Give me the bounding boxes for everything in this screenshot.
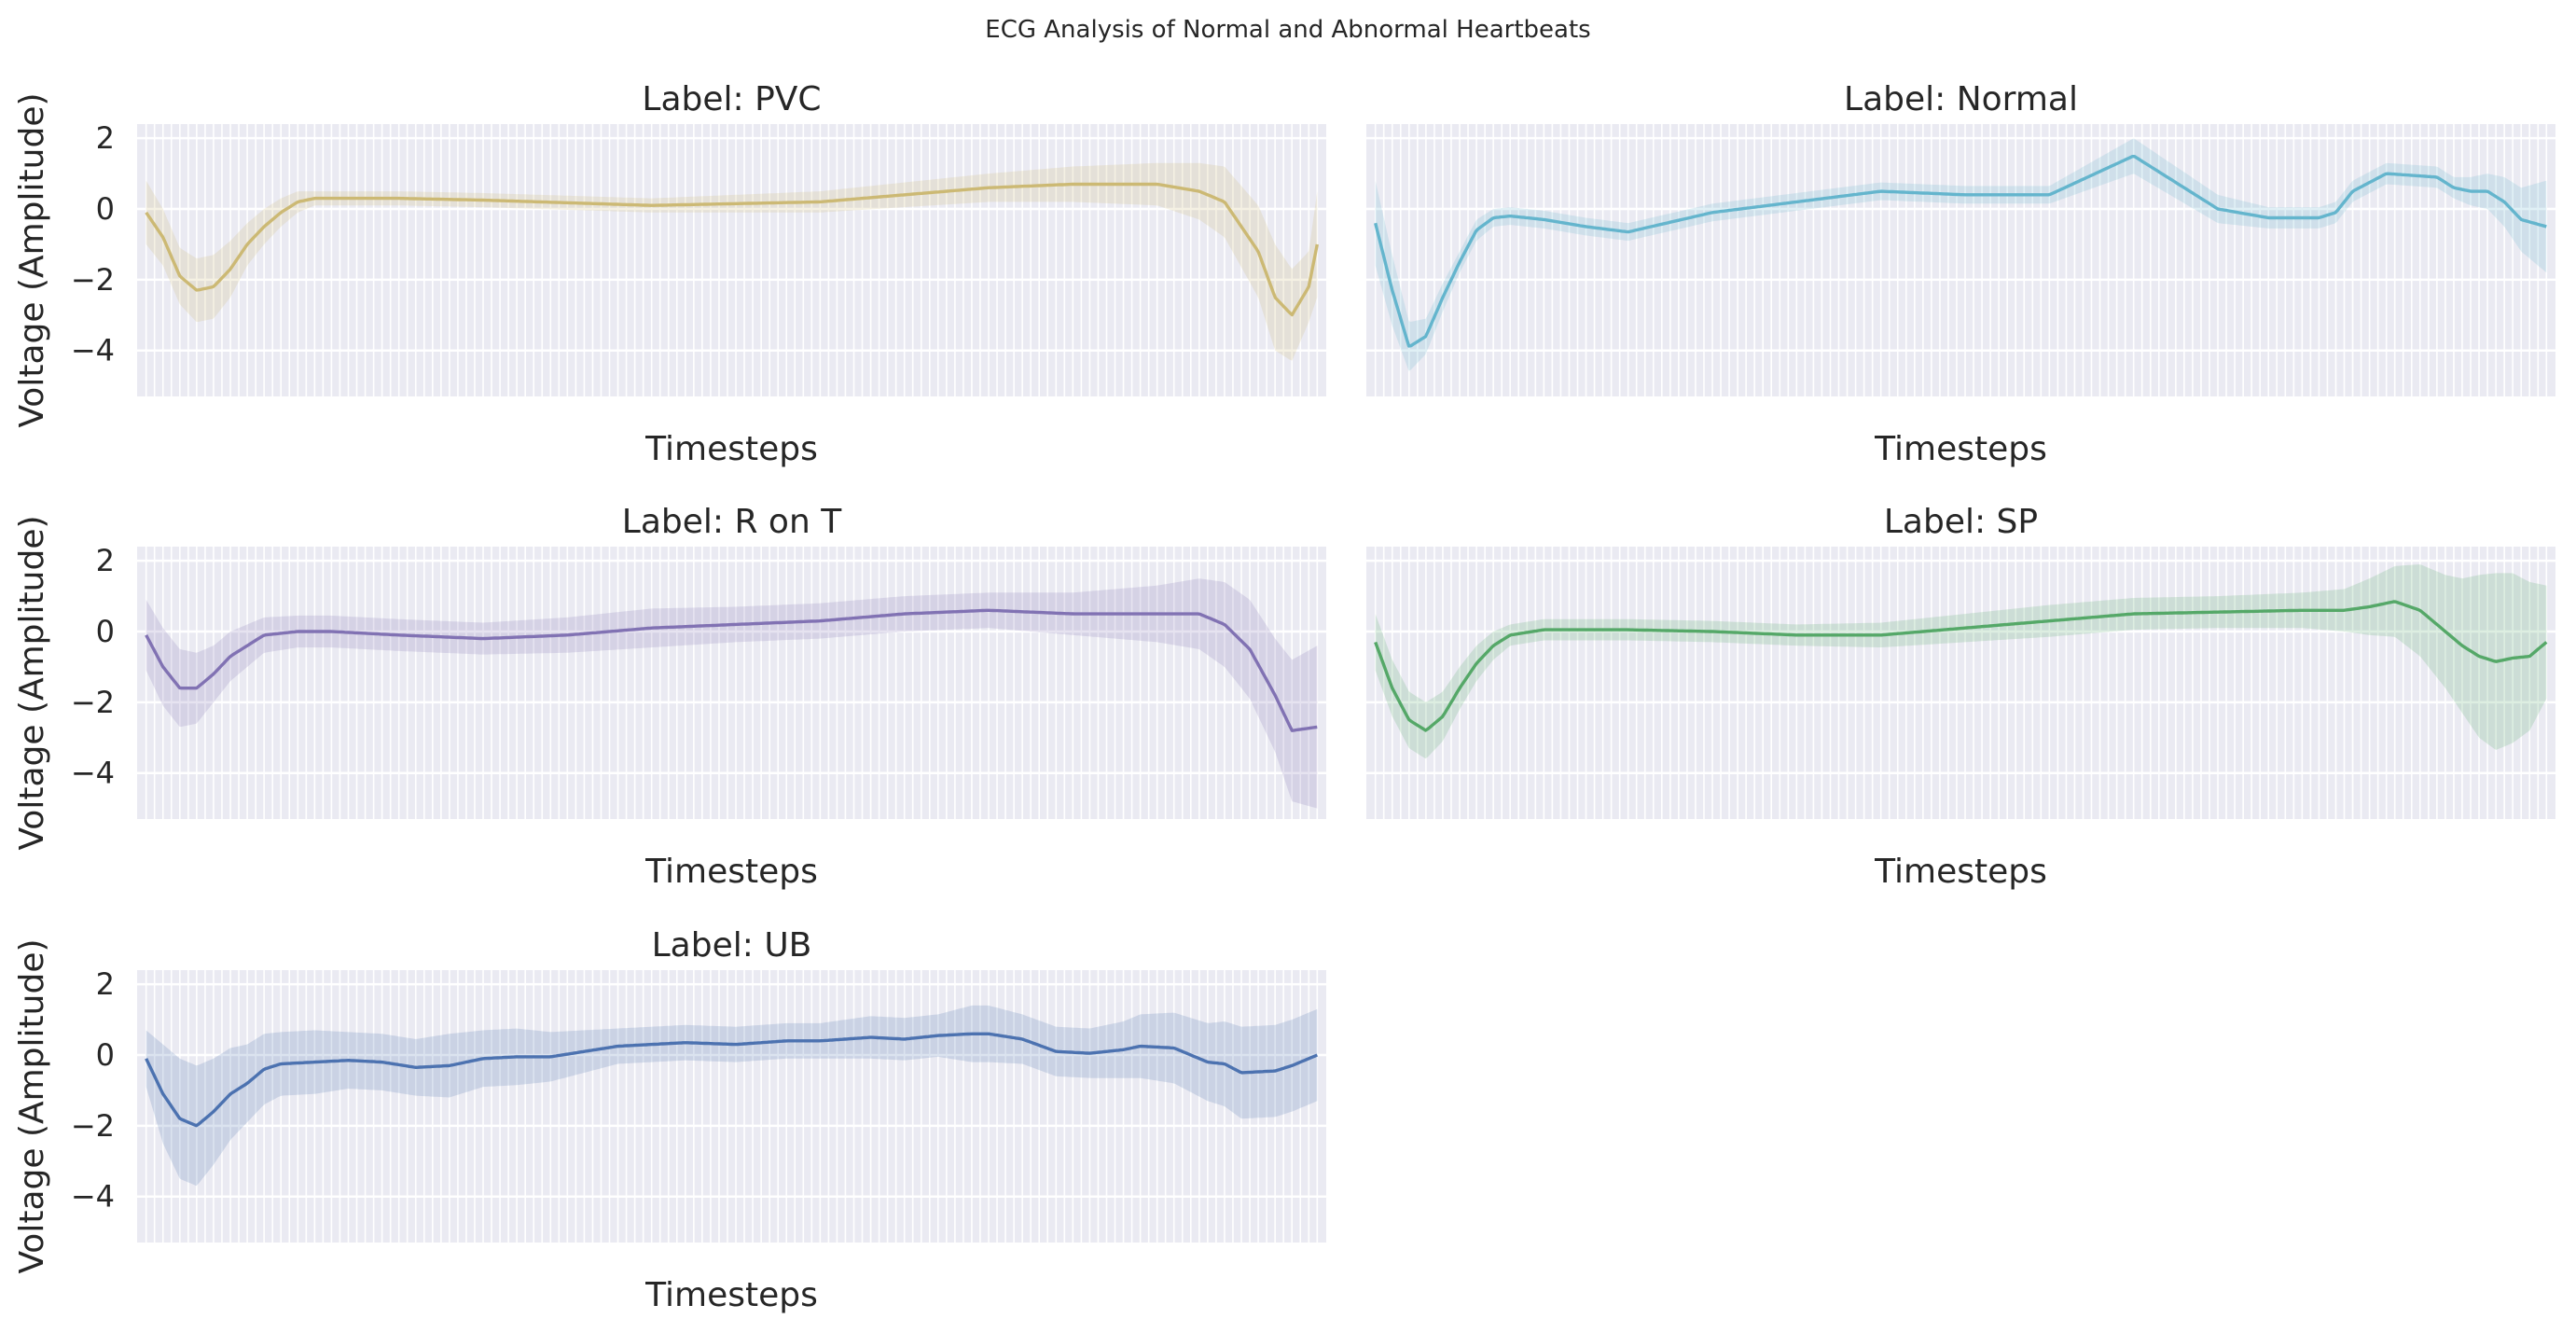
x-axis-label: Timesteps [1874,853,2047,891]
x-axis-label: Timesteps [1874,430,2047,468]
mean-line [1374,600,2548,732]
subplot-title: Label: UB [652,926,812,965]
y-tick-label: 2 [96,120,115,156]
subplot-title: Label: R on T [622,503,842,541]
x-axis-label: Timesteps [644,853,818,891]
subplot-3: 2 0 −2 −4 Label: R on T Timesteps Voltage (Amp… [13,503,1326,891]
x-axis-label: Timesteps [644,430,818,468]
y-tick-label: −2 [71,685,115,720]
y-tick-label: 2 [96,543,115,578]
y-tick-label: −2 [71,1108,115,1144]
subplot-4: Label: SP Timesteps [1366,503,2555,891]
y-tick-label: −2 [71,262,115,298]
y-tick-label: −4 [71,756,115,791]
figure-title: ECG Analysis of Normal and Abnormal Hear… [985,16,1590,44]
subplot-2: Label: Normal Timesteps [1366,80,2555,468]
confidence-band [1375,564,2547,759]
subplot-title: Label: Normal [1844,80,2078,118]
x-axis-label: Timesteps [644,1276,818,1314]
y-tick-label: 2 [96,966,115,1002]
mean-line [145,1032,1319,1128]
subplot-title: Label: PVC [642,80,821,118]
subplot-5: 2 0 −2 −4 Label: UB Timesteps Voltage (Amplitu… [13,926,1326,1314]
y-tick-label: −4 [71,333,115,368]
y-axis-label: Voltage (Amplitude) [13,92,51,427]
y-tick-label: −4 [71,1179,115,1215]
mean-line [145,182,1319,317]
y-axis-label: Voltage (Amplitude) [13,938,51,1273]
subplot-title: Label: SP [1884,503,2038,541]
y-tick-label: 0 [96,1037,115,1073]
y-axis-label: Voltage (Amplitude) [13,515,51,850]
confidence-band [145,1005,1318,1187]
plot-area [1366,124,2555,396]
mean-line [145,608,1318,732]
mean-line [1374,155,2547,348]
plot-area [137,970,1326,1243]
y-tick-label: 0 [96,614,115,649]
y-tick-label: 0 [96,191,115,227]
subplot-1: 2 0 −2 −4 Label: PVC Timesteps Voltage (Amplit… [13,80,1326,468]
